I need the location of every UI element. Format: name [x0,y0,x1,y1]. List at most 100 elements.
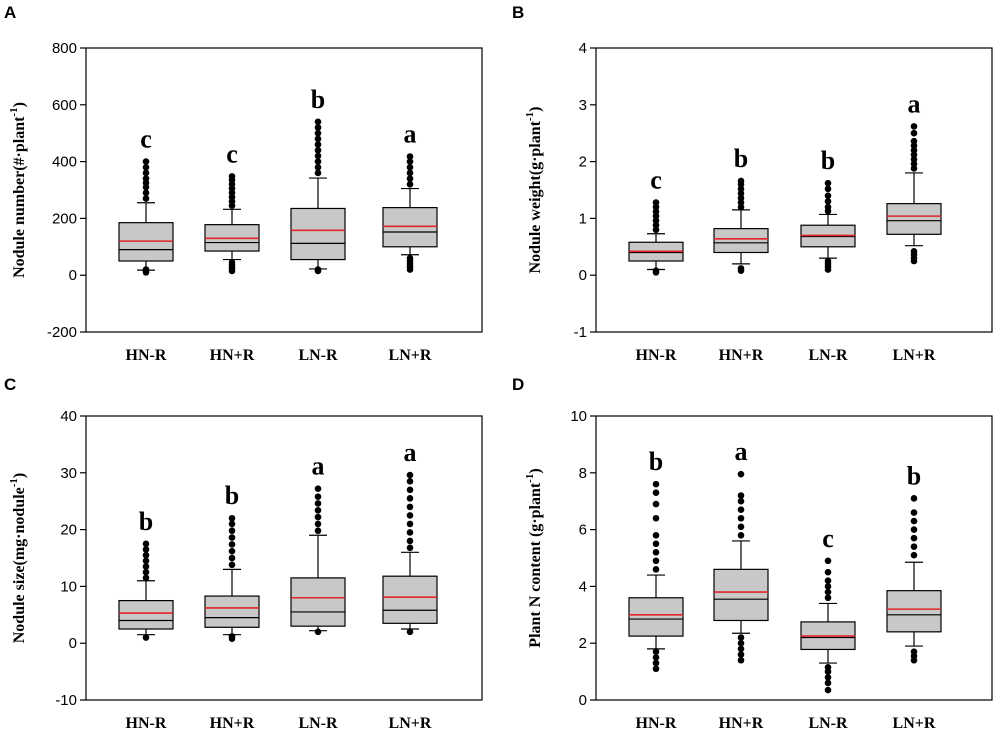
category-label: HN-R [126,715,167,732]
y-tick-label: 0 [69,635,77,652]
box-group: c [118,125,174,276]
outlier-point [314,158,322,165]
y-axis-label-a: Nodule number(#·plant-1) [8,102,28,278]
outlier-point [406,486,414,494]
outlier-point [314,169,322,177]
significance-letter: a [404,438,417,467]
y-tick-label: 1 [579,210,587,227]
outlier-point [824,588,832,596]
outlier-point [406,153,414,160]
boxes-c: b b a a [118,438,438,642]
category-labels-c: HN-R HN+R LN-R LN+R [126,715,432,732]
category-label: HN+R [210,715,255,732]
outlier-point [824,568,832,576]
box-group: a [886,89,942,265]
y-tick-label: 3 [579,97,587,114]
category-label: HN-R [636,715,677,732]
y-tick-label: 6 [579,522,587,539]
significance-letter: b [649,447,663,476]
box-group: b [713,144,769,274]
outlier-point [737,203,745,211]
box-iqr [886,590,942,633]
outlier-point [142,169,150,177]
outlier-point [910,534,918,542]
outlier-point [314,485,322,493]
outlier-point [737,639,745,647]
outlier-point [314,129,322,137]
y-tick-label: 10 [570,408,587,425]
y-tick-label: -200 [47,324,77,341]
outlier-point [910,123,918,130]
outlier-point [406,181,414,188]
outlier-point [228,527,236,535]
y-tick-label: 200 [52,210,77,227]
outlier-point [910,160,918,168]
outlier-point [314,141,322,148]
category-label: LN+R [389,347,432,364]
outlier-point [406,175,414,182]
outlier-point [142,557,150,565]
significance-letter: a [404,119,417,148]
significance-letter: c [650,165,662,194]
outlier-point [314,500,322,507]
outlier-point [652,540,660,548]
category-label: LN+R [893,715,936,732]
boxes-d: b a c b [628,437,942,694]
box-group: b [800,146,856,273]
outlier-point [910,551,918,559]
y-tick-label: 0 [579,267,587,284]
box-iqr [628,597,684,637]
category-labels-b: HN-R HN+R LN-R LN+R [636,347,936,364]
outlier-point [652,500,660,508]
boxes-a: c c b a [118,85,438,276]
box-group: b [628,447,684,673]
outlier-point [314,493,322,500]
outlier-point [910,248,918,255]
outlier-point [142,189,150,197]
category-labels-a: HN-R HN+R LN-R LN+R [126,347,432,364]
outlier-point [406,471,414,479]
box-iqr [886,203,942,235]
significance-letter: a [908,89,921,118]
outlier-point [652,489,660,496]
y-tick-label: 2 [579,635,587,652]
outlier-point [314,628,322,636]
outlier-point [910,509,918,516]
outlier-point [910,156,918,163]
significance-letter: a [312,452,325,481]
significance-letter: b [734,144,748,173]
outlier-point [652,531,660,539]
outlier-point [406,158,414,165]
outlier-point [910,146,918,154]
panel-letter-b: B [512,3,524,22]
outlier-point [314,135,322,143]
outlier-point [228,547,236,555]
outlier-point [652,654,660,661]
outlier-point [737,190,745,197]
outlier-point [737,634,745,641]
category-label: HN+R [719,715,764,732]
outlier-point [228,554,236,562]
outlier-point [406,529,414,536]
outlier-point [406,628,414,636]
outlier-point [824,583,832,590]
outlier-point [737,492,745,499]
outlier-point [652,221,660,229]
box-iqr [382,207,438,248]
box-iqr [290,577,346,627]
panel-letter-a: A [4,3,16,22]
plot-frame-b [595,47,993,333]
plot-frame-a [85,47,483,333]
outlier-point [406,495,414,502]
outlier-point [737,177,745,185]
box-group: b [886,461,942,664]
outlier-point [142,540,150,548]
outlier-point [824,179,832,187]
box-group: a [713,437,769,664]
significance-letter: a [735,437,748,466]
outlier-point [142,574,150,582]
outlier-point [314,118,322,126]
outlier-point [652,648,660,656]
